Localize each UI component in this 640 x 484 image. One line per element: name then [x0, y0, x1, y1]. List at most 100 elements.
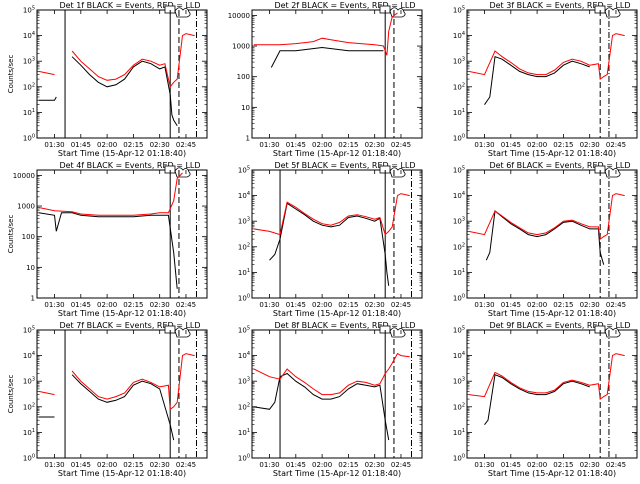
series-line-events	[485, 210, 605, 265]
chart-title: Det 6f BLACK = Events, RED = LLD	[489, 161, 630, 170]
y-tick-label: 103	[238, 377, 250, 386]
y-tick-label: 103	[23, 57, 35, 66]
x-tick-label: 01:30	[44, 141, 64, 149]
series-line-events	[38, 212, 178, 289]
plot-frame	[466, 329, 638, 459]
plot-area	[38, 330, 197, 458]
y-tick-label: 102	[453, 402, 465, 411]
chart-title: Det 4f BLACK = Events, RED = LLD	[59, 161, 200, 170]
x-tick-label: 02:45	[391, 141, 411, 149]
x-tick-label: 01:30	[44, 301, 64, 309]
x-axis-label: Start Time (15-Apr-12 01:18:40)	[58, 469, 186, 478]
plot-frame	[36, 329, 208, 459]
chart-title: Det 8f BLACK = Events, RED = LLD	[274, 321, 415, 330]
series-line-lld	[38, 172, 183, 216]
y-tick-label: 101	[453, 428, 465, 437]
series-line-lld	[38, 70, 55, 76]
y-tick-label: 103	[238, 217, 250, 226]
x-tick-label: 02:00	[527, 461, 547, 469]
x-tick-label: 02:45	[176, 461, 196, 469]
series-line-events	[484, 56, 590, 105]
y-tick-label: 10	[26, 264, 35, 272]
panel-1: Det 1f BLACK = Events, RED = LLD 01:30 01:…	[7, 1, 208, 158]
y-tick-label: 101	[23, 428, 35, 437]
y-tick-label: 105	[238, 326, 250, 335]
y-axis-label: Counts/sec	[7, 55, 15, 94]
plot-area	[38, 10, 197, 138]
y-tick-label: 100	[238, 454, 250, 463]
y-tick-label: 100	[453, 454, 465, 463]
x-tick-label: 02:00	[312, 461, 332, 469]
y-tick-label: 104	[453, 351, 465, 360]
x-tick-label: 02:30	[365, 461, 385, 469]
chart-title: Det 3f BLACK = Events, RED = LLD	[489, 1, 630, 10]
y-tick-label: 101	[453, 268, 465, 277]
plot-area	[468, 330, 625, 458]
y-tick-label: 104	[23, 351, 35, 360]
y-tick-label: 1	[31, 295, 35, 303]
x-axis-label: Start Time (15-Apr-12 01:18:40)	[488, 469, 616, 478]
y-tick-label: 104	[23, 31, 35, 40]
y-tick-label: 10	[241, 104, 250, 112]
x-tick-label: 02:15	[338, 141, 358, 149]
y-tick-label: 102	[238, 402, 250, 411]
y-tick-label: 102	[238, 242, 250, 251]
series-line-events	[71, 56, 178, 127]
x-tick-label: 02:30	[580, 141, 600, 149]
x-tick-label: 01:45	[71, 461, 91, 469]
y-tick-label: 1000	[232, 43, 250, 51]
plot-frame	[251, 9, 423, 139]
panel-2: Det 2f BLACK = Events, RED = LLD 01:30 01:…	[228, 1, 423, 158]
panel-7: Det 7f BLACK = Events, RED = LLD 01:30 01:…	[7, 321, 208, 478]
y-tick-label: 105	[453, 6, 465, 15]
x-tick-label: 02:30	[365, 141, 385, 149]
x-tick-label: 02:45	[176, 141, 196, 149]
x-tick-label: 02:00	[97, 301, 117, 309]
y-tick-label: 101	[238, 268, 250, 277]
y-tick-label: 104	[238, 191, 250, 200]
y-tick-label: 103	[453, 377, 465, 386]
x-tick-label: 02:45	[391, 301, 411, 309]
y-axis-label: Counts/sec	[7, 375, 15, 414]
panel-3: Det 3f BLACK = Events, RED = LLD 01:30 01:…	[453, 1, 638, 158]
series-line-lld	[468, 33, 625, 80]
x-tick-label: 02:15	[123, 461, 143, 469]
plot-frame	[36, 169, 208, 299]
series-line-lld	[468, 193, 625, 240]
series-line-events	[270, 46, 384, 68]
x-tick-label: 01:45	[71, 301, 91, 309]
y-tick-label: 102	[453, 242, 465, 251]
chart-title: Det 1f BLACK = Events, RED = LLD	[59, 1, 200, 10]
y-tick-label: 105	[23, 326, 35, 335]
x-tick-label: 01:45	[286, 141, 306, 149]
chart-title: Det 9f BLACK = Events, RED = LLD	[489, 321, 630, 330]
series-line-events	[484, 374, 590, 426]
panel-5: Det 5f BLACK = Events, RED = LLD 01:30 01:…	[238, 161, 423, 318]
y-tick-label: 102	[23, 402, 35, 411]
y-axis-label: Counts/sec	[7, 215, 15, 254]
x-tick-label: 01:30	[44, 461, 64, 469]
x-tick-label: 02:30	[580, 301, 600, 309]
y-tick-label: 1	[246, 135, 250, 143]
panel-4: Det 4f BLACK = Events, RED = LLD 01:30 01:…	[7, 161, 208, 318]
x-tick-label: 01:45	[501, 301, 521, 309]
x-axis-label: Start Time (15-Apr-12 01:18:40)	[273, 309, 401, 318]
y-tick-label: 10000	[13, 172, 35, 180]
series-line-lld	[71, 353, 195, 411]
chart-title: Det 5f BLACK = Events, RED = LLD	[274, 161, 415, 170]
x-tick-label: 02:30	[150, 301, 170, 309]
panel-8: Det 8f BLACK = Events, RED = LLD 01:30 01:…	[238, 321, 423, 478]
y-tick-label: 103	[23, 377, 35, 386]
x-tick-label: 01:45	[71, 141, 91, 149]
x-tick-label: 01:45	[286, 461, 306, 469]
x-tick-label: 02:00	[312, 301, 332, 309]
x-tick-label: 02:45	[606, 301, 626, 309]
x-tick-label: 01:30	[259, 301, 279, 309]
x-axis-label: Start Time (15-Apr-12 01:18:40)	[488, 309, 616, 318]
x-tick-label: 02:15	[338, 461, 358, 469]
y-tick-label: 105	[453, 166, 465, 175]
x-tick-label: 01:30	[259, 141, 279, 149]
x-axis-label: Start Time (15-Apr-12 01:18:40)	[273, 149, 401, 158]
series-line-lld	[253, 352, 410, 396]
